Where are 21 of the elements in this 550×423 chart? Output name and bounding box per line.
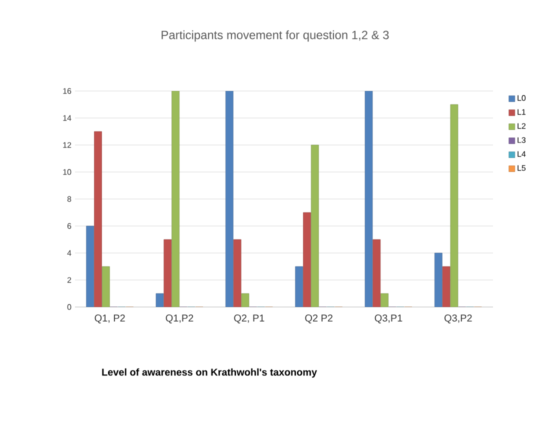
bar <box>86 226 94 307</box>
bar <box>303 212 311 307</box>
bar <box>156 293 164 307</box>
bar <box>372 239 381 307</box>
bar <box>172 90 180 307</box>
x-tick-label: Q2 P2 <box>305 314 332 324</box>
bar <box>226 90 234 307</box>
bar <box>295 266 303 307</box>
bar <box>310 144 319 307</box>
x-tick-label: Q1,P2 <box>166 314 194 324</box>
bar <box>434 252 442 307</box>
x-tick-label: Q3,P2 <box>444 314 472 324</box>
x-tick-label: Q2, P1 <box>234 314 264 324</box>
chart-title: Participants movement for question 1,2 & 3 <box>162 30 389 42</box>
x-tick-label: Q3,P1 <box>374 314 402 324</box>
bar <box>102 266 110 307</box>
x-tick-label: Q1, P2 <box>94 314 125 324</box>
x-axis-title: Level of awareness on Krathwohl's taxonomy <box>102 368 317 378</box>
bar <box>164 239 172 307</box>
bar <box>364 90 373 307</box>
bar <box>94 131 102 307</box>
